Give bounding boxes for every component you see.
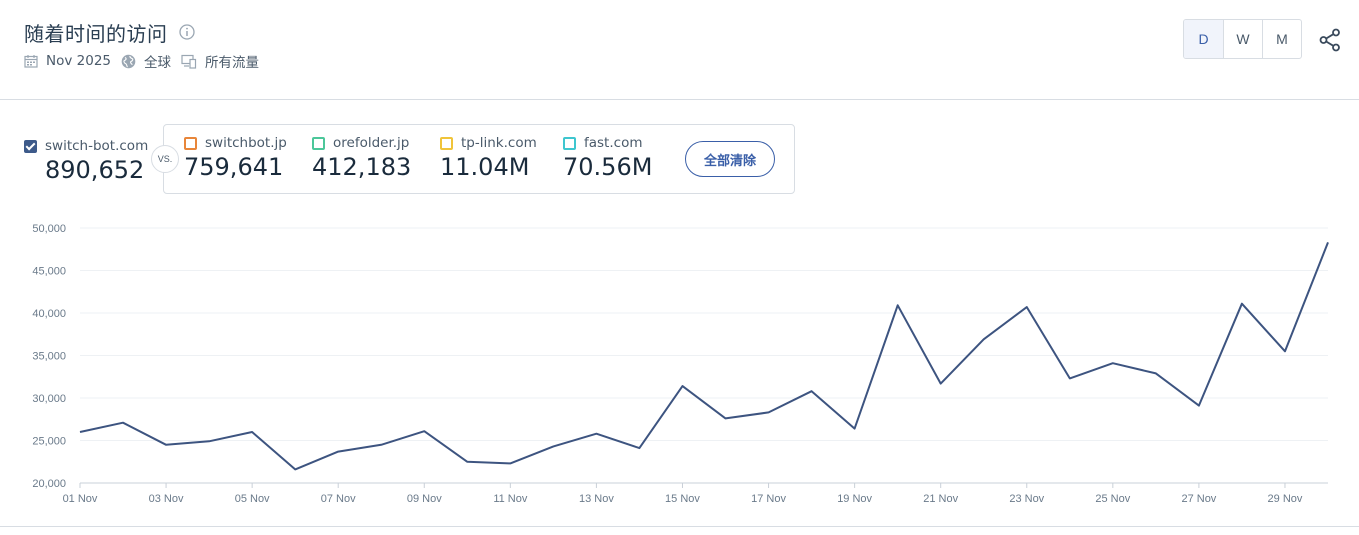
competitor-item[interactable]: tp-link.com 11.04M <box>440 135 537 181</box>
x-tick-label: 23 Nov <box>1009 493 1044 505</box>
filters-meta: Nov 2025 全球 所有流量 <box>24 51 269 71</box>
visits-line-chart: 20,000 25,000 30,000 35,000 40,000 45,000 50,0… <box>32 223 1329 505</box>
x-tick-label: 13 Nov <box>579 493 614 505</box>
granularity-week-button[interactable]: W <box>1223 20 1262 58</box>
competitor-name: tp-link.com <box>461 135 537 151</box>
x-tick-label: 21 Nov <box>923 493 958 505</box>
x-tick-label: 11 Nov <box>493 493 528 505</box>
share-icon[interactable] <box>1319 28 1341 52</box>
main-site-name: switch-bot.com <box>45 138 149 154</box>
x-tick-label: 01 Nov <box>63 493 98 505</box>
granularity-month-button[interactable]: M <box>1262 20 1301 58</box>
competitor-item[interactable]: fast.com 70.56M <box>563 135 652 181</box>
x-tick-label: 09 Nov <box>407 493 442 505</box>
date-filter: Nov 2025 <box>24 53 111 69</box>
y-tick-label: 20,000 <box>32 478 66 490</box>
competitor-checkbox[interactable] <box>312 136 325 150</box>
competitor-value: 11.04M <box>440 153 530 181</box>
devices-icon <box>181 54 197 69</box>
y-tick-label: 35,000 <box>32 351 66 363</box>
x-tick-label: 03 Nov <box>149 493 184 505</box>
x-tick-label: 25 Nov <box>1095 493 1130 505</box>
x-tick-label: 17 Nov <box>751 493 786 505</box>
competitor-value: 759,641 <box>184 153 284 181</box>
x-tick-label: 27 Nov <box>1181 493 1216 505</box>
traffic-label: 所有流量 <box>205 55 259 71</box>
clear-all-button[interactable]: 全部清除 <box>685 141 775 177</box>
x-tick-label: 07 Nov <box>321 493 356 505</box>
calendar-icon <box>24 55 38 68</box>
widget-title: 随着时间的访问 <box>24 22 168 46</box>
y-tick-label: 40,000 <box>32 308 66 320</box>
competitor-checkbox[interactable] <box>563 136 576 150</box>
region-label: 全球 <box>144 55 171 71</box>
bottom-divider <box>0 526 1359 527</box>
globe-icon <box>121 54 136 68</box>
competitor-value: 412,183 <box>312 153 412 181</box>
x-tick-label: 29 Nov <box>1268 493 1303 505</box>
competitor-item[interactable]: orefolder.jp 412,183 <box>312 135 411 181</box>
y-tick-label: 45,000 <box>32 266 66 278</box>
x-tick-label: 05 Nov <box>235 493 270 505</box>
competitors-panel: switchbot.jp 759,641 orefolder.jp 412,18… <box>163 124 795 194</box>
main-site-value: 890,652 <box>45 156 145 184</box>
date-label: Nov 2025 <box>46 53 111 69</box>
traffic-filter: 所有流量 <box>181 51 259 71</box>
competitor-name: orefolder.jp <box>333 135 410 151</box>
series-line <box>79 242 1329 471</box>
competitor-name: switchbot.jp <box>205 135 287 151</box>
competitor-checkbox[interactable] <box>184 136 197 150</box>
competitor-item[interactable]: switchbot.jp 759,641 <box>184 135 287 181</box>
competitor-name: fast.com <box>584 135 643 151</box>
region-filter: 全球 <box>121 51 171 71</box>
competitor-value: 70.56M <box>563 153 653 181</box>
x-tick-label: 15 Nov <box>665 493 700 505</box>
main-site-checkbox[interactable] <box>24 139 37 153</box>
granularity-day-button[interactable]: D <box>1184 20 1223 58</box>
main-site-legend[interactable]: switch-bot.com 890,652 <box>24 138 148 184</box>
y-tick-label: 25,000 <box>32 436 66 448</box>
granularity-toggle: D W M <box>1183 19 1302 59</box>
x-tick-label: 19 Nov <box>837 493 872 505</box>
info-icon[interactable] <box>179 24 195 40</box>
y-tick-label: 50,000 <box>32 223 66 235</box>
vs-badge: VS. <box>151 145 179 173</box>
y-tick-label: 30,000 <box>32 393 66 405</box>
chart-header: 随着时间的访问 Nov 2025 全球 <box>0 0 1359 100</box>
competitor-checkbox[interactable] <box>440 136 453 150</box>
